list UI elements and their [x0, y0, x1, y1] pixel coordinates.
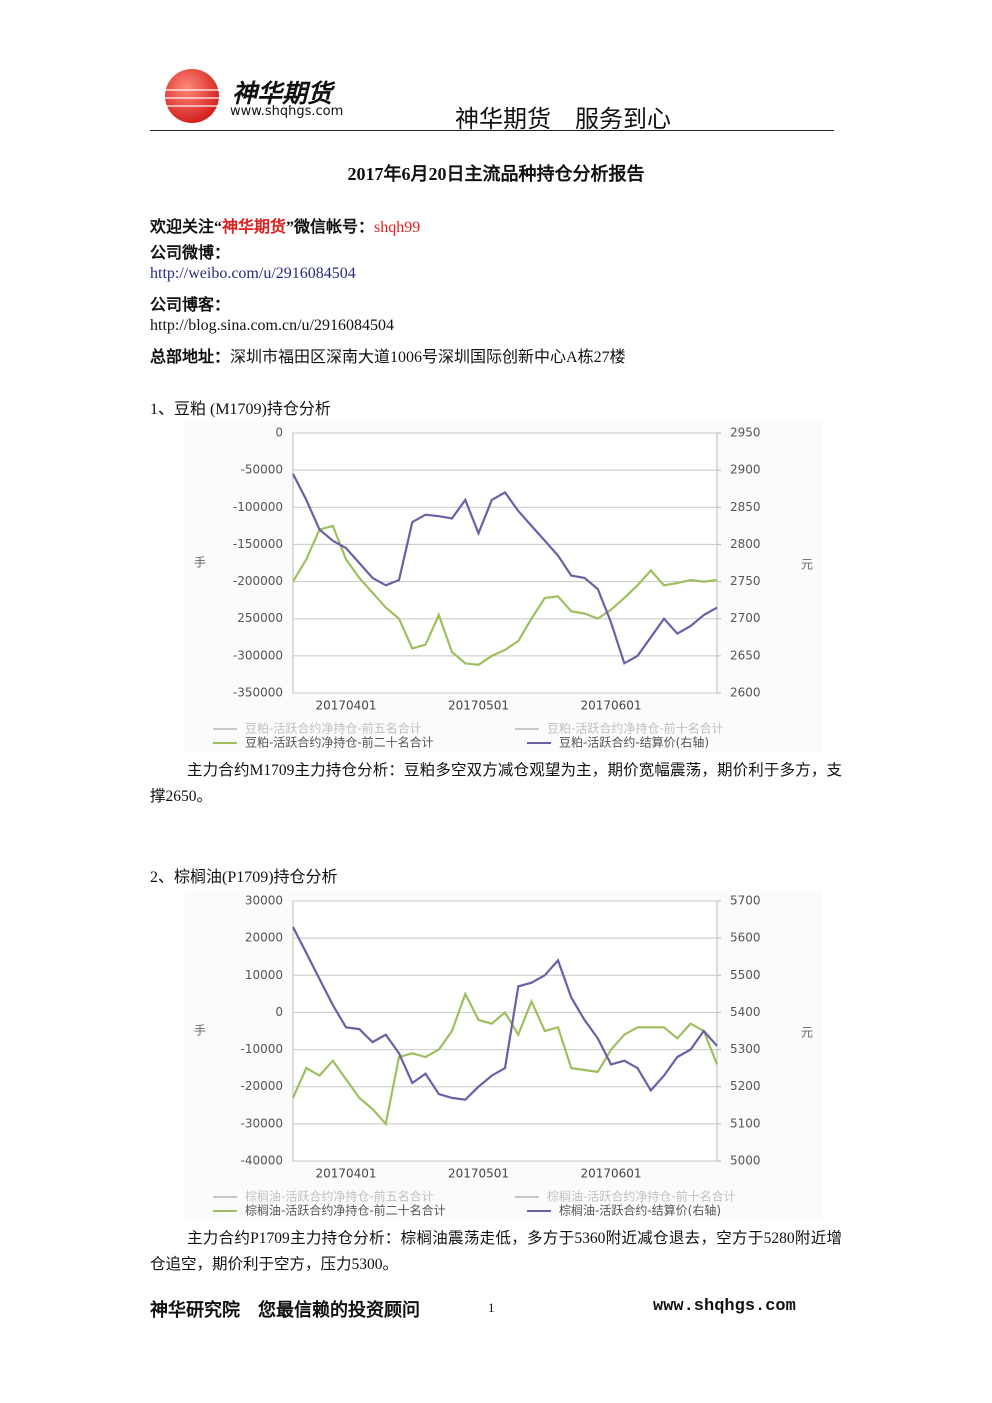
y-axis-label: 手 [194, 556, 206, 570]
slogan: 神华期货 服务到心 [455, 105, 671, 133]
legend-label: 棕榈油-活跃合约净持仓-前二十名合计 [245, 1203, 446, 1218]
blog-url: http://blog.sina.com.cn/u/2916084504 [150, 317, 394, 334]
y2-axis-label: 元 [801, 1026, 813, 1040]
wechat-id: shqh99 [374, 219, 421, 236]
y-tick-label: -30000 [240, 1116, 283, 1130]
y2-tick-label: 2900 [730, 463, 761, 477]
y2-tick-label: 5100 [730, 1116, 761, 1130]
legend-label: 豆粕-活跃合约-结算价(右轴) [559, 735, 709, 750]
weibo-label: 公司微博： [150, 245, 231, 262]
legend-label: 棕榈油-活跃合约净持仓-前十名合计 [547, 1189, 736, 1204]
plot-area [292, 432, 718, 694]
y2-tick-label: 5400 [730, 1005, 761, 1019]
y-tick-label: -40000 [240, 1154, 283, 1168]
y-tick-label: -100000 [233, 500, 283, 514]
y-tick-label: -10000 [240, 1042, 283, 1056]
y2-tick-label: 5300 [730, 1042, 761, 1056]
y2-tick-label: 2700 [730, 611, 761, 625]
y-tick-label: -50000 [240, 463, 283, 477]
logo-text: 神华期货 [232, 79, 333, 108]
logo-mark [162, 69, 224, 123]
y-tick-label: 0 [275, 426, 283, 440]
legend-label: 棕榈油-活跃合约净持仓-前五名合计 [245, 1189, 434, 1204]
chart: 0 -50000 -100000 -150000 -200000 250000 -30000… [185, 422, 822, 752]
series-line [292, 473, 718, 665]
series-line [292, 524, 718, 666]
header-rule [150, 130, 834, 131]
page-number: 1 [488, 1300, 495, 1315]
y-tick-label: -200000 [233, 574, 283, 588]
y2-axis-label: 元 [801, 558, 813, 572]
footer-right: www.shqhgs.com [653, 1297, 796, 1316]
x-tick-label: 20170501 [448, 1167, 509, 1181]
address-label: 总部地址： [150, 349, 231, 366]
y2-tick-label: 2800 [730, 537, 761, 551]
address-line: 总部地址：深圳市福田区深南大道1006号深圳国际创新中心A栋27楼 [150, 343, 626, 367]
x-tick-label: 20170401 [315, 1167, 376, 1181]
y-axis-label: 手 [194, 1024, 206, 1038]
y2-tick-label: 2600 [730, 686, 761, 700]
y-tick-label: 20000 [245, 931, 283, 945]
section-heading: 2、棕榈油(P1709)持仓分析 [150, 869, 338, 886]
legend-label: 豆粕-活跃合约净持仓-前五名合计 [245, 721, 422, 736]
legend-label: 豆粕-活跃合约净持仓-前十名合计 [547, 721, 724, 736]
y2-tick-label: 5700 [730, 894, 761, 908]
text: 欢迎关注“ [150, 219, 223, 236]
doc-title: 2017年6月20日主流品种持仓分析报告 [347, 164, 645, 184]
x-tick-label: 20170501 [448, 699, 509, 713]
y-tick-label: -150000 [233, 537, 283, 551]
y-tick-label: 0 [275, 1005, 283, 1019]
section-heading: 1、豆粕 (M1709)持仓分析 [150, 401, 331, 418]
y2-tick-label: 5500 [730, 968, 761, 982]
x-tick-label: 20170601 [580, 699, 641, 713]
y2-tick-label: 5200 [730, 1079, 761, 1093]
chart: 30000 20000 10000 0 -10000 -20000 -30000 -40000… [185, 890, 822, 1220]
y-tick-label: -20000 [240, 1079, 283, 1093]
y-tick-label: -300000 [233, 648, 283, 662]
analysis: 主力合约M1709主力持仓分析：豆粕多空双方减仓观望为主，期价宽幅震荡，期价利于… [150, 762, 842, 805]
x-tick-label: 20170601 [580, 1167, 641, 1181]
plot-area [292, 900, 718, 1162]
legend-label: 豆粕-活跃合约净持仓-前二十名合计 [245, 735, 434, 750]
y2-tick-label: 5600 [730, 931, 761, 945]
y2-tick-label: 2950 [730, 426, 761, 440]
text: ”微信帐号： [286, 219, 375, 236]
y2-tick-label: 5000 [730, 1154, 761, 1168]
y2-tick-label: 2850 [730, 500, 761, 514]
blog-label: 公司博客： [150, 297, 231, 314]
y2-tick-label: 2650 [730, 648, 761, 662]
logo-url: www.shqhgs.com [230, 104, 344, 119]
footer-left: 神华研究院 您最信赖的投资顾问 [150, 1300, 420, 1320]
y-tick-label: -350000 [233, 686, 283, 700]
wechat-line: 欢迎关注“神华期货”微信帐号：shqh99 [150, 213, 420, 237]
y-tick-label: 30000 [245, 894, 283, 908]
y-tick-label: 10000 [245, 968, 283, 982]
series-line [292, 926, 718, 1101]
weibo-link[interactable]: http://weibo.com/u/2916084504 [150, 265, 356, 282]
y-tick-label: 250000 [237, 611, 283, 625]
series-line [291, 991, 719, 1127]
address: 深圳市福田区深南大道1006号深圳国际创新中心A栋27楼 [230, 349, 626, 366]
analysis: 主力合约P1709主力持仓分析：棕榈油震荡走低，多方于5360附近减仓退去，空方… [150, 1230, 842, 1273]
x-tick-label: 20170401 [315, 699, 376, 713]
legend-label: 棕榈油-活跃合约-结算价(右轴) [559, 1203, 721, 1218]
y2-tick-label: 2750 [730, 574, 761, 588]
wechat-name: 神华期货 [222, 219, 287, 236]
